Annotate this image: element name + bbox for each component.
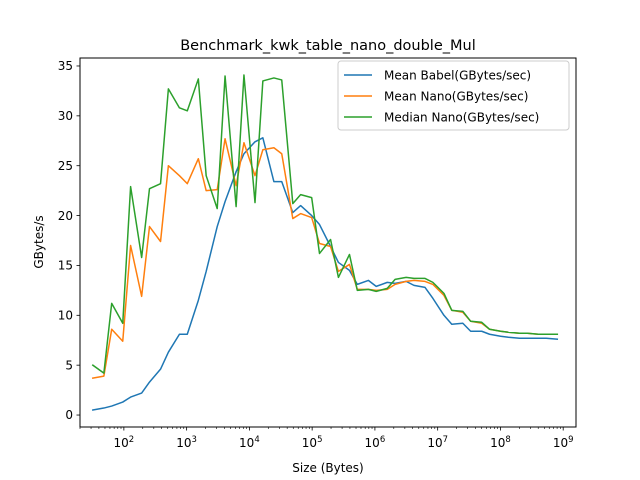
y-tick-label: 30 bbox=[58, 109, 73, 123]
y-tick-label: 25 bbox=[58, 159, 73, 173]
legend-label-1: Mean Babel(GBytes/sec) bbox=[384, 68, 531, 82]
legend: Mean Babel(GBytes/sec) Mean Nano(GBytes/s… bbox=[337, 60, 570, 131]
legend-label-3: Median Nano(GBytes/sec) bbox=[384, 110, 539, 124]
y-axis-label: GBytes/s bbox=[32, 215, 46, 268]
x-tick-label: 105 bbox=[302, 435, 323, 450]
x-tick-label: 108 bbox=[490, 435, 511, 450]
legend-label-2: Mean Nano(GBytes/sec) bbox=[384, 89, 528, 103]
y-tick-label: 35 bbox=[58, 59, 73, 73]
plot-area bbox=[79, 57, 577, 428]
x-tick-label: 106 bbox=[365, 435, 386, 450]
series-line-3 bbox=[91, 74, 559, 374]
series-group bbox=[91, 74, 559, 411]
series-line-2 bbox=[91, 138, 559, 380]
x-tick-label: 109 bbox=[553, 435, 574, 450]
x-tick-label: 103 bbox=[176, 435, 197, 450]
y-tick-label: 10 bbox=[58, 309, 73, 323]
series-line-1 bbox=[91, 137, 559, 411]
chart-title: Benchmark_kwk_table_nano_double_Mul bbox=[180, 38, 476, 54]
x-tick-label: 104 bbox=[239, 435, 260, 450]
legend-box bbox=[337, 60, 570, 131]
x-tick-label: 107 bbox=[427, 435, 448, 450]
x-axis-ticks: 102 103 104 105 106 107 108 109 bbox=[79, 427, 574, 450]
y-tick-label: 20 bbox=[58, 209, 73, 223]
y-tick-label: 5 bbox=[65, 358, 73, 372]
y-tick-label: 15 bbox=[58, 259, 73, 273]
x-axis-label: Size (Bytes) bbox=[292, 461, 363, 475]
axes-frame bbox=[79, 57, 577, 428]
x-tick-label: 102 bbox=[114, 435, 135, 450]
y-axis-ticks: 0 5 10 15 20 25 30 35 bbox=[58, 59, 80, 422]
y-tick-label: 0 bbox=[65, 408, 73, 422]
